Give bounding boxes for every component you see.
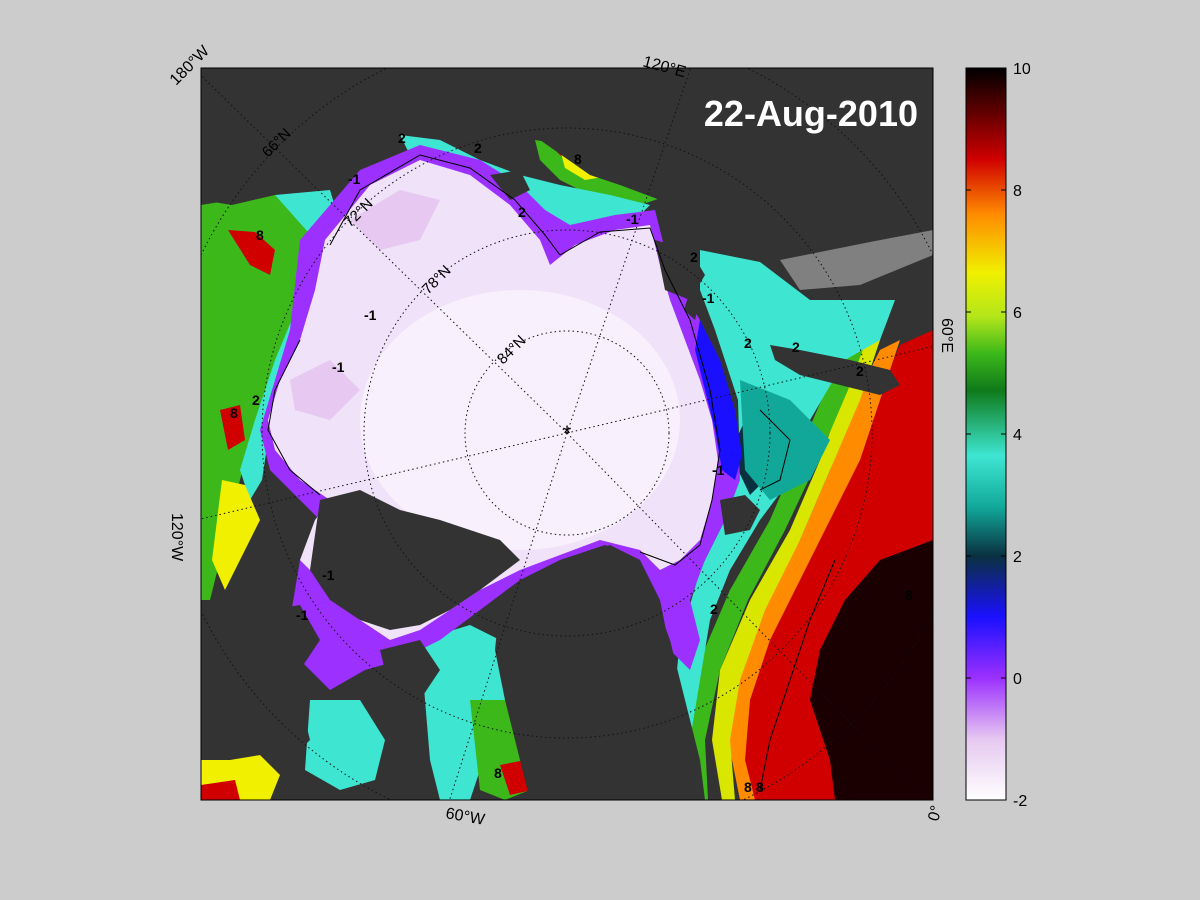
contour-label: 2 bbox=[474, 140, 482, 156]
new-siberian-islands bbox=[490, 170, 530, 200]
contour-label: -1 bbox=[348, 171, 361, 187]
canadian-archipelago bbox=[310, 490, 520, 630]
contour-label: -1 bbox=[626, 211, 639, 227]
contour-label: 8 bbox=[256, 227, 264, 243]
colorbar-tick-label: -2 bbox=[1013, 793, 1027, 810]
canadian-archipelago bbox=[270, 605, 320, 670]
ocean-beaufort-yellow bbox=[212, 480, 260, 590]
ocean-beaufort-red bbox=[228, 230, 275, 275]
colorbar-tick-label: 0 bbox=[1013, 671, 1022, 688]
colorbar-tick-label: 10 bbox=[1013, 61, 1031, 78]
colorbar-tick-label: 2 bbox=[1013, 549, 1022, 566]
greenland bbox=[495, 545, 705, 800]
contour-label: 2 bbox=[518, 204, 526, 220]
sea-ice-patch bbox=[290, 360, 360, 420]
contour-label: 2 bbox=[710, 601, 718, 617]
contour-label: -1 bbox=[712, 462, 725, 478]
contour-labels: -1 -1 -1 -1 -1 -1 -1 -1 2 2 2 2 2 2 2 2 … bbox=[230, 130, 913, 795]
graticule bbox=[201, 68, 933, 800]
contour-label: 2 bbox=[252, 392, 260, 408]
contour-label: -1 bbox=[364, 307, 377, 323]
contour-label: -1 bbox=[296, 607, 309, 623]
severnaya-zemlya bbox=[655, 240, 705, 300]
sea-ice-patch bbox=[350, 190, 440, 250]
svalbard bbox=[720, 495, 760, 535]
contour-label: 8 bbox=[744, 779, 752, 795]
siberian-coast bbox=[420, 68, 933, 255]
contour-label: 8 bbox=[230, 405, 238, 421]
lon-label-60e: 60°E bbox=[938, 318, 955, 353]
north-pole-marker: * bbox=[563, 421, 572, 446]
ocean-hot-atlantic bbox=[810, 540, 933, 800]
colorbar-tick-label: 8 bbox=[1013, 183, 1022, 200]
map-frame bbox=[200, 67, 934, 801]
sea-ice-core bbox=[360, 290, 680, 550]
colorbar: 10 8 6 4 2 0 -2 bbox=[965, 61, 1031, 810]
contour-label: 2 bbox=[690, 249, 698, 265]
alaska-coast bbox=[201, 68, 340, 205]
ocean-teal-patch bbox=[740, 380, 830, 500]
contour-label: 8 bbox=[905, 587, 913, 603]
contour-label: 8 bbox=[574, 151, 582, 167]
ocean-bottom-left-red bbox=[201, 780, 240, 800]
contour-lines bbox=[267, 154, 836, 791]
contour-label: -1 bbox=[702, 290, 715, 306]
contour-label: 2 bbox=[398, 130, 406, 146]
date-label: 22-Aug-2010 bbox=[704, 93, 918, 134]
lon-label-0: 0° bbox=[925, 804, 945, 823]
colorbar-tick-labels: 10 8 6 4 2 0 -2 bbox=[1013, 61, 1031, 810]
ocean-labrador-cyan bbox=[305, 700, 385, 790]
colorbar-tick-label: 6 bbox=[1013, 305, 1022, 322]
contour-label: 8 bbox=[494, 765, 502, 781]
colorbar-tick-label: 4 bbox=[1013, 427, 1022, 444]
colorbar-ticks bbox=[966, 189, 1006, 679]
canada-mainland bbox=[201, 600, 310, 760]
colorbar-gradient bbox=[965, 67, 1007, 801]
ocean-beaufort-red-2 bbox=[220, 405, 245, 450]
contour-label: 2 bbox=[792, 339, 800, 355]
lon-label-120w: 120°W bbox=[168, 513, 185, 562]
no-data-region bbox=[780, 230, 933, 290]
lon-label-60w: 60°W bbox=[444, 805, 487, 829]
ocean-orange-band bbox=[728, 340, 900, 800]
contour-label: 2 bbox=[744, 335, 752, 351]
contour-label: 8 bbox=[756, 779, 764, 795]
contour-label: -1 bbox=[322, 567, 335, 583]
map-panel: -1 -1 -1 -1 -1 -1 -1 -1 2 2 2 2 2 2 2 2 … bbox=[201, 68, 933, 800]
ocean-ice-edge-blue bbox=[695, 320, 742, 480]
contour-label: -1 bbox=[332, 359, 345, 375]
contour-label: 2 bbox=[856, 363, 864, 379]
